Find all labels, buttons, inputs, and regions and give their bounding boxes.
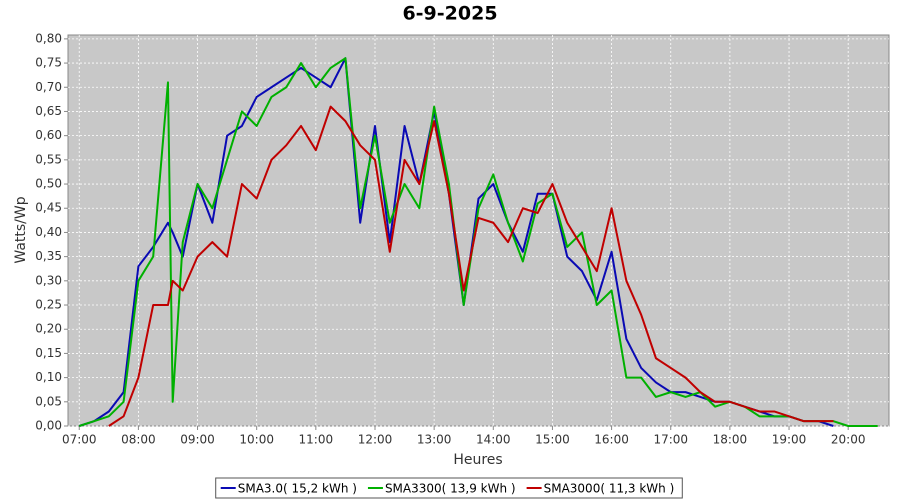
- x-tick-label: 09:00: [180, 433, 215, 447]
- y-tick-label: 0,05: [35, 394, 62, 408]
- x-axis-label: Heures: [453, 452, 502, 468]
- y-tick-label: 0,45: [35, 201, 62, 215]
- lines: [78, 57, 878, 427]
- x-tick-label: 12:00: [358, 433, 393, 447]
- chart-title: 6-9-2025: [402, 3, 497, 25]
- x-tick-label: 11:00: [299, 433, 334, 447]
- legend-label: SMA3000( 11,3 kWh ): [544, 482, 675, 496]
- y-tick-label: 0,50: [35, 177, 62, 191]
- legend: SMA3.0( 15,2 kWh ) SMA3300( 13,9 kWh ) SMA…: [215, 477, 683, 499]
- y-tick-label: 0,60: [35, 128, 62, 142]
- x-tick-label: 10:00: [239, 433, 274, 447]
- y-tick-label: 0,35: [35, 249, 62, 263]
- y-tick-label: 0,55: [35, 152, 62, 166]
- series-line: [108, 105, 834, 427]
- y-tick-label: 0,00: [35, 419, 62, 433]
- y-axis-label: Watts/Wp: [13, 196, 29, 263]
- x-tick-label: 16:00: [594, 433, 629, 447]
- x-tick-label: 19:00: [772, 433, 807, 447]
- y-tick-label: 0,10: [35, 370, 62, 384]
- legend-label: SMA3.0( 15,2 kWh ): [238, 482, 357, 496]
- x-tick-label: 08:00: [121, 433, 156, 447]
- x-tick-label: 14:00: [476, 433, 511, 447]
- x-tick-label: 07:00: [62, 433, 97, 447]
- x-tick-label: 15:00: [535, 433, 570, 447]
- y-tick-label: 0,65: [35, 104, 62, 118]
- y-tick-label: 0,15: [35, 346, 62, 360]
- x-tick-label: 18:00: [713, 433, 748, 447]
- y-tick-label: 0,75: [35, 56, 62, 70]
- plot-area: [67, 34, 890, 427]
- x-tick-label: 13:00: [417, 433, 452, 447]
- x-tick-label: 20:00: [831, 433, 866, 447]
- legend-box: [215, 477, 683, 499]
- grid: 0,00 0,05 0,10 0,15 0,20 0,25 0,30 0,35 0,40 0,45…: [35, 31, 889, 447]
- x-tick-label: 17:00: [653, 433, 688, 447]
- y-tick-label: 0,40: [35, 225, 62, 239]
- y-tick-label: 0,25: [35, 298, 62, 312]
- y-tick-label: 0,30: [35, 273, 62, 287]
- y-tick-label: 0,20: [35, 322, 62, 336]
- legend-label: SMA3300( 13,9 kWh ): [385, 482, 516, 496]
- y-tick-label: 0,70: [35, 80, 62, 94]
- y-tick-label: 0,80: [35, 31, 62, 45]
